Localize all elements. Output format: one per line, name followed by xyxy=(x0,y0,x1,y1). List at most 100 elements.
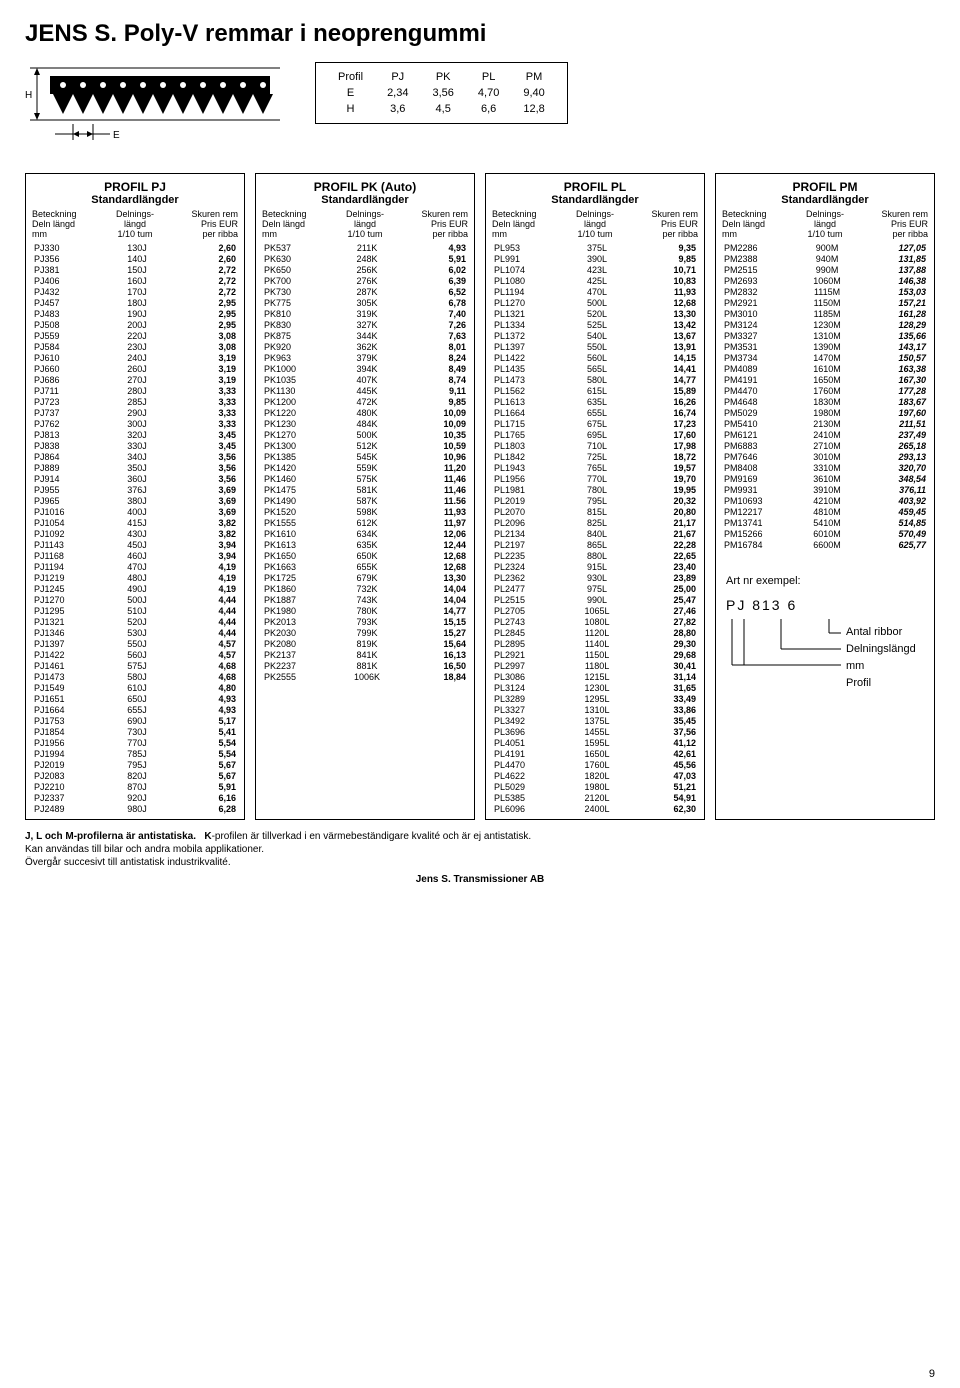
table-row: PJ711280J3,33 xyxy=(32,386,238,397)
table-row: PK1887743K14,04 xyxy=(262,595,468,606)
table-row: PM152666010M570,49 xyxy=(722,529,928,540)
table-row: PJ2337920J6,16 xyxy=(32,793,238,804)
table-row: PM122174810M459,45 xyxy=(722,507,928,518)
table-row: PJ1168460J3,94 xyxy=(32,551,238,562)
table-row: PK2237881K16,50 xyxy=(262,661,468,672)
table-row: PL2134840L21,67 xyxy=(492,529,698,540)
table-row: PK963379K8,24 xyxy=(262,353,468,364)
table-row: PJ1143450J3,94 xyxy=(32,540,238,551)
table-row: PL2477975L25,00 xyxy=(492,584,698,595)
table-row: PL50291980L51,21 xyxy=(492,782,698,793)
table-row: PK1130445K9,11 xyxy=(262,386,468,397)
table-row: PJ559220J3,08 xyxy=(32,331,238,342)
table-row: PJ1270500J4,44 xyxy=(32,595,238,606)
table-row: PL27051065L27,46 xyxy=(492,606,698,617)
table-row: PM91693610M348,54 xyxy=(722,474,928,485)
table-row: PJ2019795J5,67 xyxy=(32,760,238,771)
table-row: PJ2489980J6,28 xyxy=(32,804,238,815)
table-row: PJ330130J2,60 xyxy=(32,243,238,254)
table-row: PJ686270J3,19 xyxy=(32,375,238,386)
table-row: PJ1194470J4,19 xyxy=(32,562,238,573)
table-row: PK920362K8,01 xyxy=(262,342,468,353)
table-row: PL1074423L10,71 xyxy=(492,265,698,276)
table-row: PL2070815L20,80 xyxy=(492,507,698,518)
table-row: PK2137841K16,13 xyxy=(262,650,468,661)
table-row: PK1230484K10,09 xyxy=(262,419,468,430)
table-row: PL2235880L22,65 xyxy=(492,551,698,562)
table-row: PM44701760M177,28 xyxy=(722,386,928,397)
table-row: PK630248K5,91 xyxy=(262,254,468,265)
table-row: PJ1054415J3,82 xyxy=(32,518,238,529)
footer-k-note: -profilen är tillverkad i en värmebestän… xyxy=(212,831,532,842)
company-name: Jens S. Transmissioner AB xyxy=(25,873,935,886)
table-row: PJ508200J2,95 xyxy=(32,320,238,331)
table-row: PJ356140J2,60 xyxy=(32,254,238,265)
table-row: PJ1321520J4,44 xyxy=(32,617,238,628)
table-row: PL2324915L23,40 xyxy=(492,562,698,573)
table-row: PK537211K4,93 xyxy=(262,243,468,254)
table-row: PM2515990M137,88 xyxy=(722,265,928,276)
table-row: PJ1092430J3,82 xyxy=(32,529,238,540)
table-row: PL1473580L14,77 xyxy=(492,375,698,386)
table-row: PJ1753690J5,17 xyxy=(32,716,238,727)
pl-title: PROFIL PL xyxy=(492,180,698,194)
price-tables: PROFIL PJ Standardlängder BeteckningDeln… xyxy=(25,173,935,820)
table-row: PK1300512K10,59 xyxy=(262,441,468,452)
page-title: JENS S. Poly-V remmar i neoprengummi xyxy=(25,20,935,48)
table-row: PK1220480K10,09 xyxy=(262,408,468,419)
table-row: PK650256K6,02 xyxy=(262,265,468,276)
table-row: PM61212410M237,49 xyxy=(722,430,928,441)
table-row: PL31241230L31,65 xyxy=(492,683,698,694)
table-row: PJ914360J3,56 xyxy=(32,474,238,485)
profile-pm-column: PROFIL PM Standardlängder BeteckningDeln… xyxy=(715,173,935,820)
table-row: PK25551006K18,84 xyxy=(262,672,468,683)
table-row: PK1475581K11,46 xyxy=(262,485,468,496)
table-row: PJ610240J3,19 xyxy=(32,353,238,364)
table-row: PL2019795L20,32 xyxy=(492,496,698,507)
page-number: 9 xyxy=(929,1368,935,1380)
table-row: PM28321115M153,03 xyxy=(722,287,928,298)
table-row: PK2080819K15,64 xyxy=(262,639,468,650)
table-row: PK730287K6,52 xyxy=(262,287,468,298)
pm-subtitle: Standardlängder xyxy=(722,194,928,206)
table-row: PM54102130M211,51 xyxy=(722,419,928,430)
table-row: PM68832710M265,18 xyxy=(722,441,928,452)
footer-notes: J, L och M-profilerna är antistatiska. K… xyxy=(25,830,935,886)
table-row: PL1981780L19,95 xyxy=(492,485,698,496)
table-row: PJ955376J3,69 xyxy=(32,485,238,496)
table-row: PK1613635K12,44 xyxy=(262,540,468,551)
table-row: PK875344K7,63 xyxy=(262,331,468,342)
table-row: PJ584230J3,08 xyxy=(32,342,238,353)
table-row: PM33271310M135,66 xyxy=(722,331,928,342)
table-row: PK1200472K9,85 xyxy=(262,397,468,408)
table-row: PK1460575K11,46 xyxy=(262,474,468,485)
table-row: PM29211150M157,21 xyxy=(722,298,928,309)
table-row: PJ1346530J4,44 xyxy=(32,628,238,639)
table-row: PL36961455L37,56 xyxy=(492,727,698,738)
table-row: PJ457180J2,95 xyxy=(32,298,238,309)
table-row: PK1520598K11,93 xyxy=(262,507,468,518)
table-row: PL1435565L14,41 xyxy=(492,364,698,375)
table-row: PJ813320J3,45 xyxy=(32,430,238,441)
table-row: PM2286900M127,05 xyxy=(722,243,928,254)
table-row: PK830327K7,26 xyxy=(262,320,468,331)
table-row: PL60962400L62,30 xyxy=(492,804,698,815)
svg-text:E: E xyxy=(113,130,120,141)
table-row: PL44701760L45,56 xyxy=(492,760,698,771)
svg-text:H: H xyxy=(25,90,32,101)
profile-dimensions-table: ProfilPJPKPLPM E2,343,564,709,40H3,64,56… xyxy=(315,62,568,124)
table-row: PK775305K6,78 xyxy=(262,298,468,309)
table-row: PL53852120L54,91 xyxy=(492,793,698,804)
table-row: PK1490587K11.56 xyxy=(262,496,468,507)
table-row: PM37341470M150,57 xyxy=(722,353,928,364)
table-row: PJ483190J2,95 xyxy=(32,309,238,320)
table-row: PL28451120L28,80 xyxy=(492,628,698,639)
part-number-example: Art nr exempel: PJ 813 6 Antal ribbor De… xyxy=(722,571,928,696)
table-row: PL1321520L13,30 xyxy=(492,309,698,320)
table-row: PM99313910M376,11 xyxy=(722,485,928,496)
belt-cross-section-diagram: H E xyxy=(25,62,285,155)
table-row: PM167846600M625,77 xyxy=(722,540,928,551)
table-row: PK1725679K13,30 xyxy=(262,573,468,584)
table-row: PM31241230M128,29 xyxy=(722,320,928,331)
table-row: PM137415410M514,85 xyxy=(722,518,928,529)
